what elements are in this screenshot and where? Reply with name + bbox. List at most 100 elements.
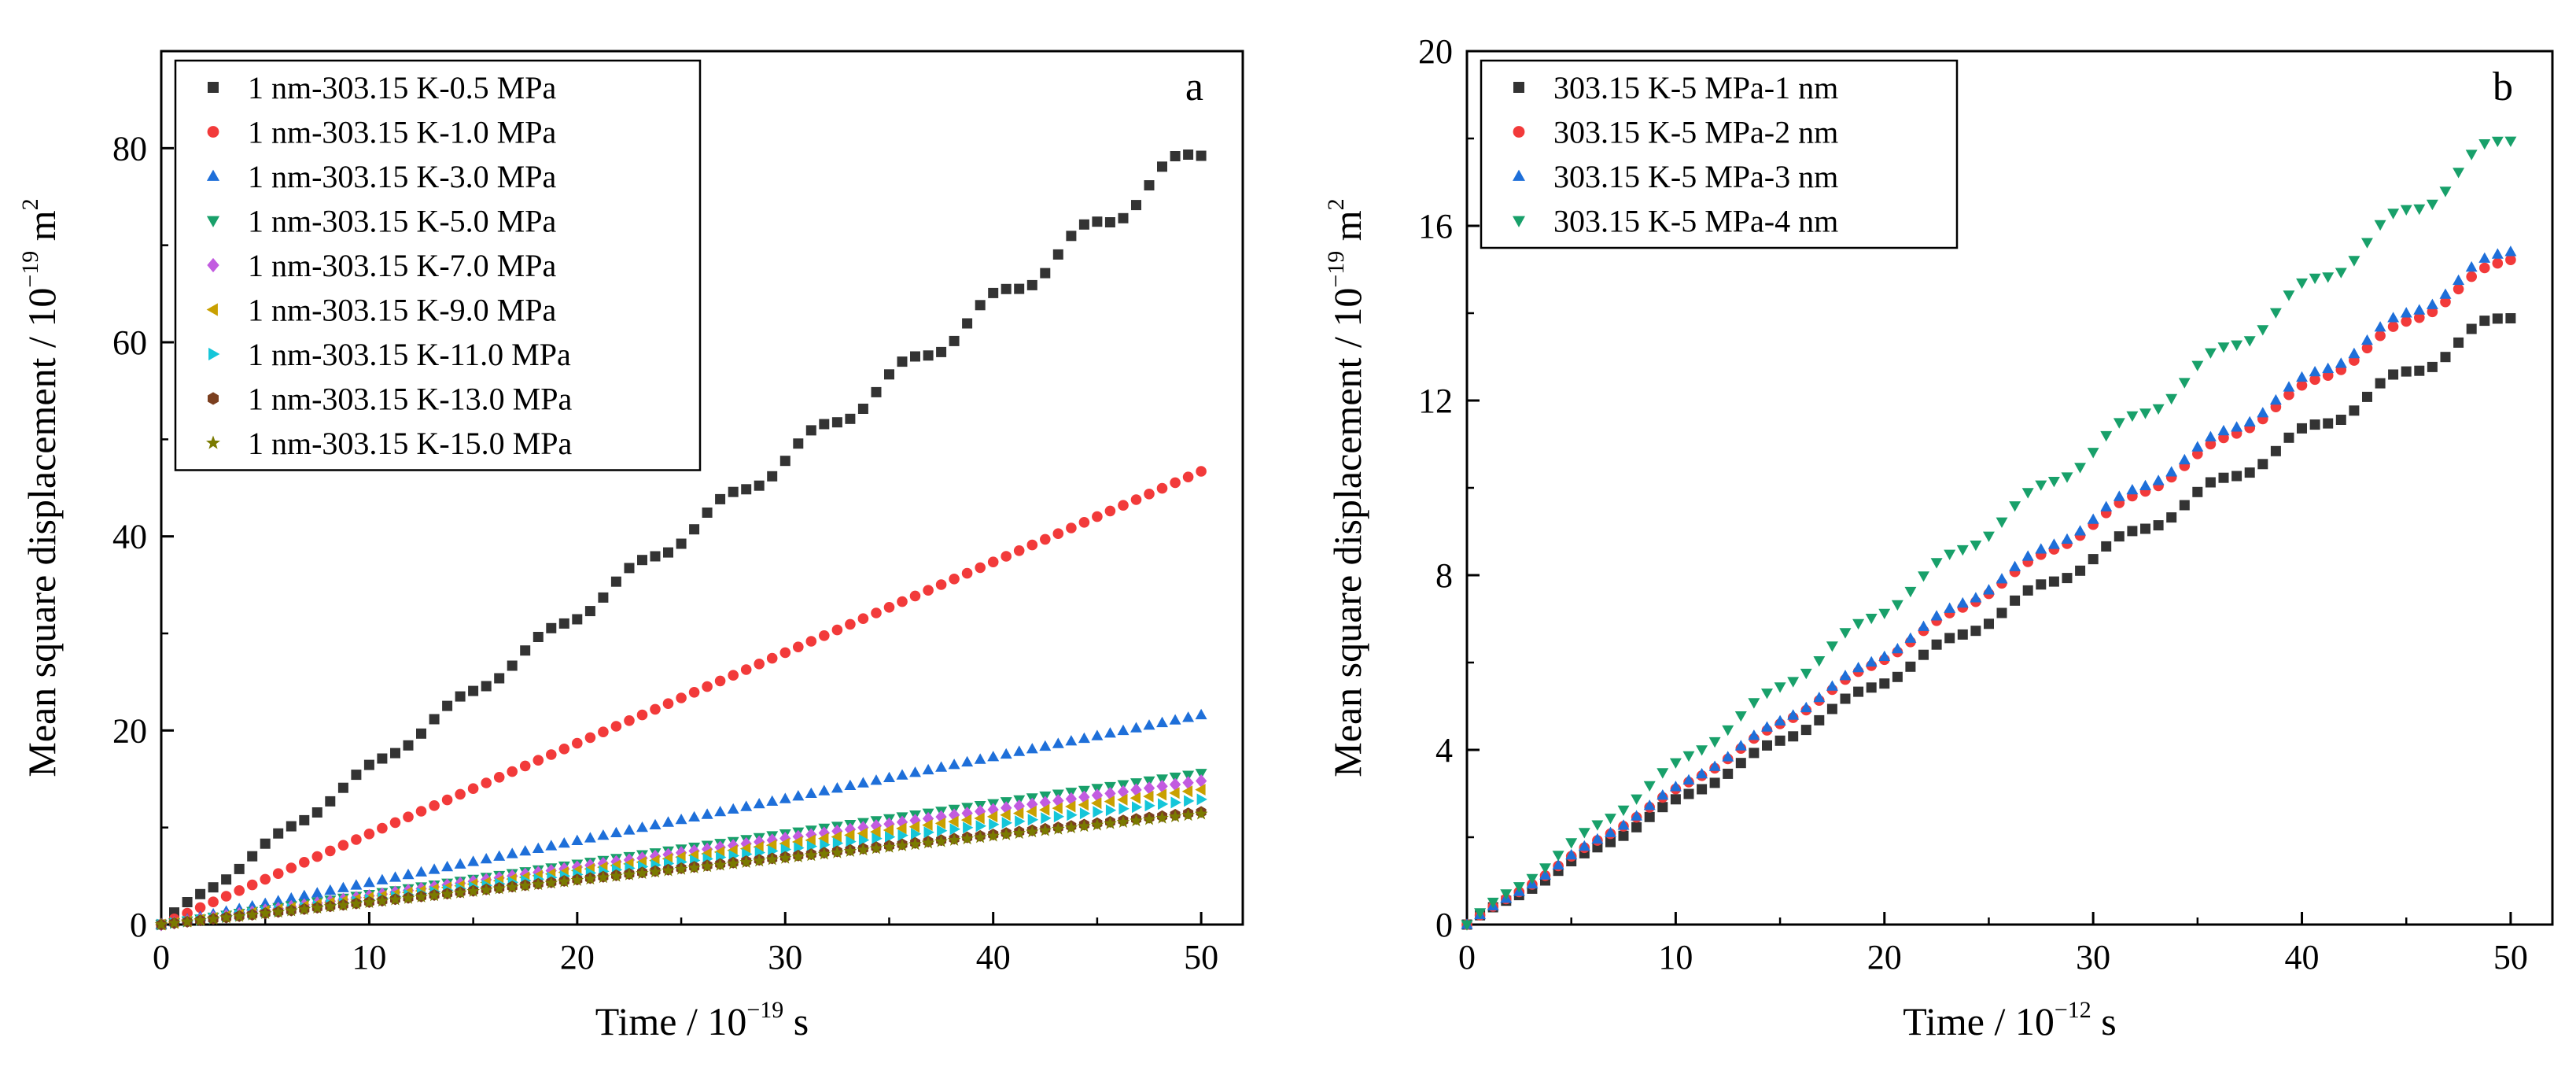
data-point — [2491, 248, 2504, 259]
data-point — [168, 916, 181, 929]
data-point — [2466, 323, 2477, 334]
data-point — [1723, 768, 1734, 779]
data-point — [2361, 334, 2373, 345]
data-point — [297, 902, 311, 915]
data-point — [1155, 810, 1169, 824]
series-4 — [1461, 136, 2517, 931]
data-point — [650, 551, 661, 562]
legend: 303.15 K-5 MPa-1 nm 303.15 K-5 MPa-2 nm 30… — [1480, 59, 1959, 249]
y-tick-label: 60 — [112, 323, 147, 362]
data-point — [791, 850, 805, 862]
data-point — [1118, 500, 1129, 511]
x-tick-label: 50 — [2493, 938, 2528, 976]
data-point — [1168, 810, 1182, 822]
legend-entry-label: 1 nm-303.15 K-5.0 MPa — [248, 204, 556, 239]
data-point — [1905, 661, 1916, 672]
data-point — [2048, 576, 2059, 587]
data-point — [844, 779, 857, 790]
data-point — [610, 869, 623, 882]
panel-letter: a — [1185, 65, 1203, 109]
data-point — [2022, 585, 2033, 596]
data-point — [2375, 378, 2386, 389]
legend-marker — [1513, 126, 1525, 138]
data-point — [779, 647, 791, 659]
data-point — [714, 675, 726, 687]
data-point — [818, 826, 830, 840]
data-point — [1643, 799, 1656, 810]
data-point — [1026, 743, 1038, 754]
data-point — [754, 480, 765, 491]
legend-marker — [206, 169, 220, 181]
legend-entry-label: 1 nm-303.15 K-1.0 MPa — [248, 115, 556, 150]
data-point — [2088, 554, 2099, 565]
data-point — [1682, 751, 1695, 762]
data-point — [584, 872, 597, 885]
data-point — [1104, 217, 1115, 227]
y-tick-label: 16 — [1418, 207, 1453, 246]
data-point — [2061, 533, 2073, 544]
data-point — [989, 818, 1000, 831]
legend-entry-label: 303.15 K-5 MPa-4 nm — [1553, 204, 1838, 239]
data-point — [1970, 592, 1982, 603]
legend-marker — [206, 435, 220, 449]
data-point — [1079, 807, 1091, 820]
data-point — [2283, 290, 2295, 301]
data-point — [2009, 501, 2021, 512]
x-tick-label: 30 — [768, 938, 802, 976]
data-point — [975, 562, 986, 574]
data-point — [2009, 560, 2021, 571]
data-point — [1683, 788, 1694, 799]
data-point — [2139, 479, 2151, 490]
data-point — [2348, 347, 2360, 359]
data-point — [1787, 709, 1800, 720]
data-point — [1669, 781, 1682, 792]
data-point — [857, 821, 869, 835]
data-point — [493, 850, 506, 861]
data-point — [2217, 424, 2230, 436]
data-point — [2296, 371, 2308, 382]
data-point — [337, 782, 348, 793]
data-point — [1891, 600, 1903, 611]
data-point — [1904, 586, 1917, 598]
data-point — [2453, 337, 2464, 348]
legend-box — [174, 59, 702, 471]
data-point — [1118, 803, 1130, 815]
data-point — [779, 837, 790, 850]
data-point — [2400, 205, 2412, 216]
data-point — [765, 839, 777, 851]
data-point — [2074, 463, 2086, 474]
data-point — [415, 890, 428, 903]
data-point — [1194, 807, 1208, 820]
data-point — [740, 800, 753, 811]
data-point — [2100, 500, 2113, 511]
data-point — [1091, 797, 1102, 810]
data-point — [2478, 252, 2491, 263]
data-point — [897, 356, 908, 367]
data-point — [1657, 768, 1669, 779]
data-point — [1170, 796, 1181, 809]
data-point — [648, 865, 662, 878]
data-point — [1682, 773, 1695, 785]
data-point — [1734, 740, 1747, 751]
data-point — [2491, 136, 2504, 147]
data-point — [1195, 784, 1206, 796]
data-point — [1813, 656, 1826, 667]
data-point — [1774, 682, 1786, 693]
data-point — [1182, 471, 1194, 482]
data-point — [778, 851, 792, 864]
data-point — [584, 732, 596, 744]
data-point — [1749, 748, 1760, 759]
data-point — [1800, 668, 1812, 680]
data-point — [2075, 565, 2086, 576]
legend-marker — [206, 303, 218, 316]
data-point — [2374, 321, 2386, 332]
data-point — [662, 863, 675, 877]
data-point — [1617, 805, 1630, 817]
data-point — [937, 825, 948, 837]
data-point — [2139, 408, 2151, 419]
data-point — [1078, 219, 1089, 230]
data-point — [1052, 249, 1063, 260]
legend-entry-label: 1 nm-303.15 K-0.5 MPa — [248, 70, 556, 105]
data-point — [1026, 279, 1037, 290]
data-point — [1196, 793, 1207, 806]
